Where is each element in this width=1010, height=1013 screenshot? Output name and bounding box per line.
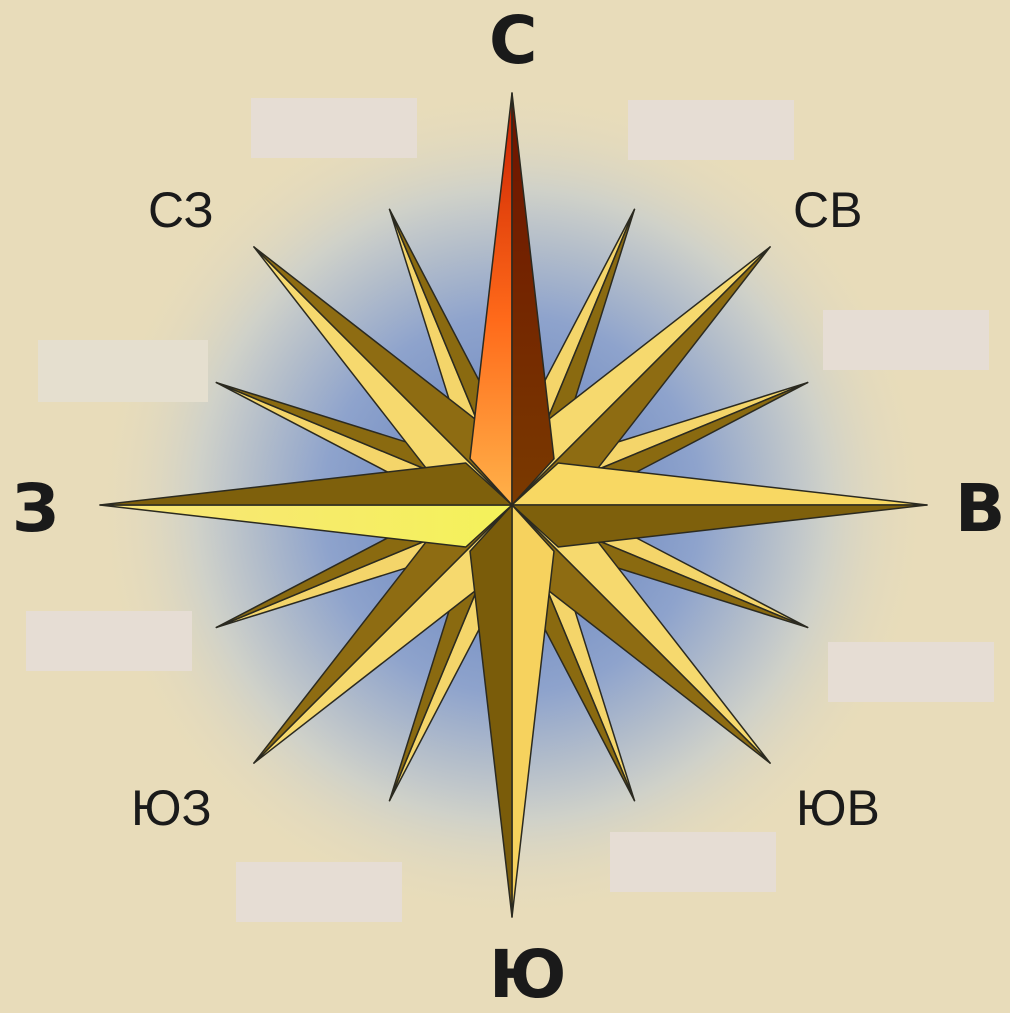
- cardinal-points: [99, 92, 928, 918]
- blank-box-nnw[interactable]: [251, 98, 417, 158]
- blank-box-nne[interactable]: [628, 100, 794, 160]
- cardinal-point-east-dark-facet: [511, 504, 928, 548]
- label-south: Ю: [489, 936, 567, 1013]
- cardinal-point-west-dark-facet: [99, 462, 513, 506]
- label-east: В: [955, 470, 1006, 547]
- label-southwest: ЮЗ: [131, 780, 212, 836]
- blank-box-ese[interactable]: [828, 642, 994, 702]
- blank-box-ssw[interactable]: [236, 862, 402, 922]
- cardinal-point-north-dark-facet: [511, 92, 555, 506]
- label-west: З: [12, 470, 59, 547]
- cardinal-point-south: [469, 504, 555, 918]
- label-northeast: СВ: [793, 182, 863, 238]
- blank-box-wsw[interactable]: [26, 611, 192, 671]
- cardinal-point-west: [99, 462, 513, 548]
- label-southeast: ЮВ: [796, 780, 880, 836]
- label-northwest: СЗ: [148, 182, 214, 238]
- blank-box-sse[interactable]: [610, 832, 776, 892]
- cardinal-point-north: [469, 92, 555, 506]
- blank-box-ene[interactable]: [823, 310, 989, 370]
- label-north: С: [489, 2, 538, 79]
- cardinal-point-east: [511, 462, 928, 548]
- cardinal-point-south-dark-facet: [469, 504, 513, 918]
- blank-box-wnw[interactable]: [38, 340, 208, 402]
